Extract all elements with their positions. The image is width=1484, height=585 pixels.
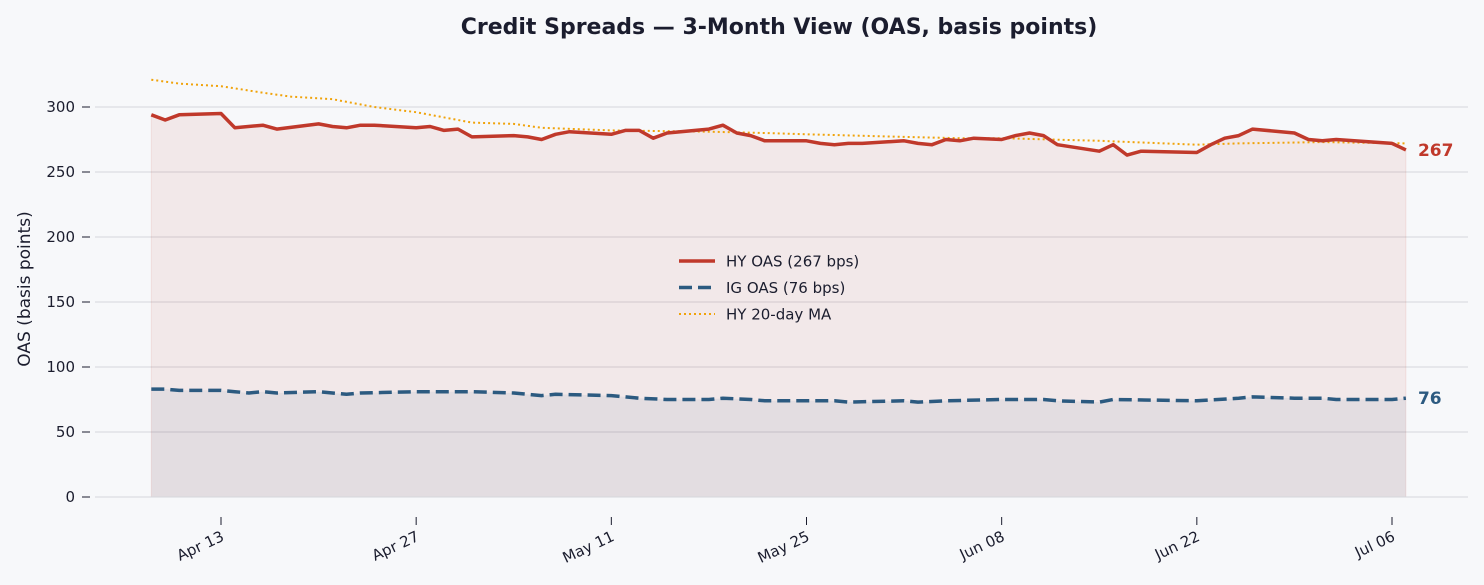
x-tick-label: Apr 13 xyxy=(174,527,227,564)
x-tick-label: Jun 08 xyxy=(956,527,1007,564)
ma-line xyxy=(151,78,1406,146)
y-tick-label: 200 xyxy=(46,228,75,246)
x-tick-label: May 11 xyxy=(560,527,617,567)
hy-line xyxy=(150,111,1407,157)
chart-title: Credit Spreads — 3-Month View (OAS, basi… xyxy=(461,15,1098,40)
y-tick-label: 50 xyxy=(56,423,75,441)
x-tick-label: Jun 22 xyxy=(1151,527,1202,564)
ig-area xyxy=(151,389,1406,497)
y-tick-label: 100 xyxy=(46,358,75,376)
grid xyxy=(95,106,1468,498)
x-tick-label: Apr 27 xyxy=(369,527,422,564)
hy-legend-label: HY OAS (267 bps) xyxy=(726,253,859,271)
ig-end-label: 76 xyxy=(1418,389,1442,409)
series-lines xyxy=(150,78,1407,404)
ig-line xyxy=(151,387,1407,404)
y-axis-label: OAS (basis points) xyxy=(15,211,35,366)
ma-legend-label: HY 20-day MA xyxy=(726,306,832,324)
x-tick-label: May 25 xyxy=(755,527,812,567)
y-tick-label: 300 xyxy=(46,98,75,116)
y-tick-label: 150 xyxy=(46,293,75,311)
ig-legend-label: IG OAS (76 bps) xyxy=(726,279,845,297)
x-tick-label: Jul 06 xyxy=(1351,527,1398,561)
y-tick-label: 250 xyxy=(46,163,75,181)
end-labels: 267 76 xyxy=(1418,141,1454,409)
y-tick-label: 0 xyxy=(65,488,75,506)
legend: HY OAS (267 bps) IG OAS (76 bps) HY 20-day… xyxy=(679,253,859,324)
hy-end-label: 267 xyxy=(1418,141,1454,161)
